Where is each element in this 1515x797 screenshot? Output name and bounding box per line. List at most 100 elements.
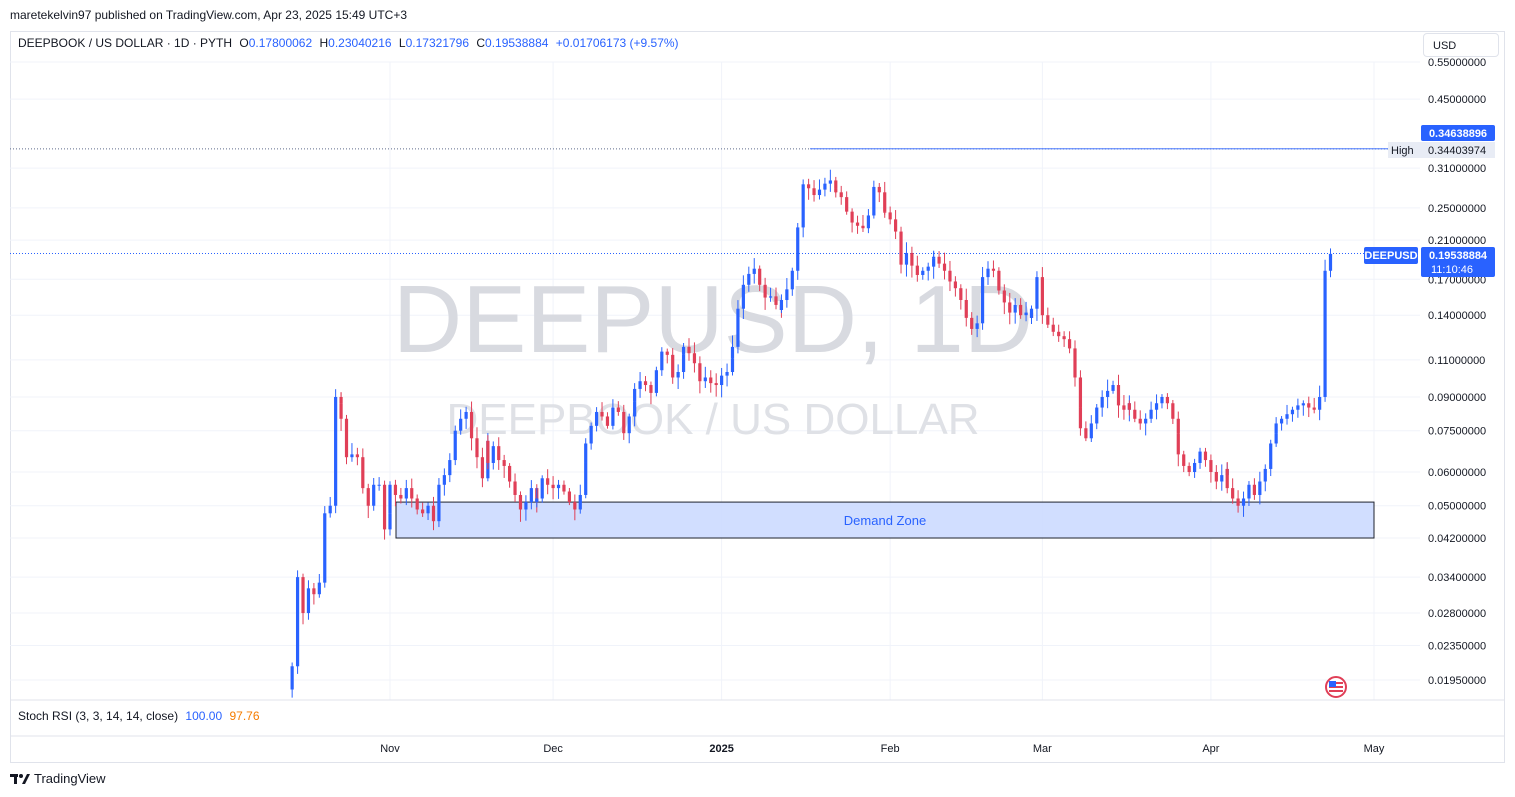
candle-body[interactable]	[861, 225, 865, 229]
candle-body[interactable]	[1002, 290, 1006, 303]
candle-body[interactable]	[720, 375, 724, 386]
candle-body[interactable]	[518, 494, 523, 510]
candle-body[interactable]	[290, 666, 294, 680]
candle-body[interactable]	[633, 388, 637, 402]
candle-body[interactable]	[872, 186, 876, 216]
candle-body[interactable]	[611, 407, 615, 426]
candle-body[interactable]	[654, 370, 658, 393]
candle-body[interactable]	[997, 270, 1001, 291]
candle-body[interactable]	[1198, 451, 1202, 463]
candle-body[interactable]	[1241, 498, 1246, 506]
candle-body[interactable]	[975, 323, 979, 329]
candle-body[interactable]	[763, 284, 767, 298]
candle-body[interactable]	[323, 513, 327, 583]
candle-body[interactable]	[948, 270, 952, 282]
candle-body[interactable]	[643, 381, 648, 386]
candle-body[interactable]	[807, 184, 811, 189]
candle-body[interactable]	[1040, 277, 1044, 316]
candle-body[interactable]	[1154, 403, 1159, 410]
candle-body[interactable]	[904, 252, 909, 265]
candle-body[interactable]	[970, 317, 974, 329]
candle-body[interactable]	[730, 346, 735, 359]
candle-body[interactable]	[546, 478, 550, 485]
candle-body[interactable]	[1116, 385, 1121, 406]
candle-body[interactable]	[1073, 348, 1077, 378]
candle-body[interactable]	[1095, 407, 1099, 424]
candle-body[interactable]	[513, 481, 517, 495]
candle-body[interactable]	[573, 502, 577, 510]
candle-body[interactable]	[453, 430, 457, 461]
candle-body[interactable]	[1019, 304, 1023, 316]
candle-body[interactable]	[1165, 396, 1170, 404]
candle-body[interactable]	[687, 346, 691, 354]
candle-body[interactable]	[366, 488, 370, 506]
candle-body[interactable]	[910, 252, 914, 266]
candle-body[interactable]	[980, 290, 985, 324]
candle-body[interactable]	[605, 416, 610, 426]
stoch-rsi-legend[interactable]: Stoch RSI (3, 3, 14, 14, close) 100.00 9…	[18, 709, 260, 723]
candle-body[interactable]	[328, 505, 332, 514]
candle-body[interactable]	[1296, 405, 1300, 410]
candle-body[interactable]	[1252, 484, 1256, 495]
candle-body[interactable]	[372, 484, 376, 506]
candle-body[interactable]	[736, 308, 740, 347]
candle-body[interactable]	[953, 281, 957, 289]
candle-body[interactable]	[1089, 423, 1093, 439]
candle-body[interactable]	[622, 411, 626, 434]
candle-body[interactable]	[480, 457, 485, 479]
candle-body[interactable]	[1171, 403, 1175, 419]
candle-body[interactable]	[676, 372, 680, 378]
candle-body[interactable]	[1192, 462, 1197, 473]
candle-body[interactable]	[295, 577, 300, 667]
candle-body[interactable]	[497, 446, 501, 461]
candle-body[interactable]	[964, 299, 968, 318]
candle-body[interactable]	[540, 478, 544, 499]
candle-body[interactable]	[399, 494, 403, 499]
candle-body[interactable]	[1290, 409, 1295, 415]
candle-body[interactable]	[361, 457, 365, 489]
candle-body[interactable]	[589, 425, 593, 444]
candle-body[interactable]	[1220, 475, 1224, 482]
candle-body[interactable]	[877, 186, 881, 193]
candle-body[interactable]	[698, 363, 702, 382]
candle-body[interactable]	[1078, 407, 1083, 429]
candle-body[interactable]	[1323, 270, 1327, 397]
candle-body[interactable]	[350, 454, 354, 458]
candle-body[interactable]	[785, 289, 789, 300]
candle-body[interactable]	[768, 296, 773, 298]
candle-body[interactable]	[524, 502, 528, 510]
candle-body[interactable]	[301, 577, 305, 614]
candle-body[interactable]	[790, 270, 794, 290]
candle-body[interactable]	[714, 383, 718, 386]
candle-body[interactable]	[855, 222, 860, 226]
candle-body[interactable]	[556, 484, 561, 489]
candle-body[interactable]	[774, 296, 778, 305]
candle-body[interactable]	[660, 351, 664, 371]
candle-body[interactable]	[1274, 423, 1278, 434]
candle-body[interactable]	[317, 582, 321, 595]
candle-body[interactable]	[883, 211, 887, 213]
candle-body[interactable]	[339, 403, 343, 419]
candle-body[interactable]	[1122, 405, 1126, 410]
candle-body[interactable]	[937, 256, 941, 264]
candle-body[interactable]	[334, 396, 338, 506]
candle-body[interactable]	[404, 488, 408, 499]
candle-body[interactable]	[616, 407, 620, 412]
candle-body[interactable]	[1100, 396, 1104, 408]
candle-body[interactable]	[1067, 339, 1072, 349]
candle-body[interactable]	[834, 188, 838, 193]
candle-body[interactable]	[535, 498, 539, 503]
candle-body[interactable]	[1013, 304, 1017, 313]
candle-body[interactable]	[584, 462, 588, 495]
candle-body[interactable]	[1133, 409, 1137, 419]
candle-body[interactable]	[828, 180, 832, 184]
candle-body[interactable]	[1035, 277, 1039, 309]
candle-body[interactable]	[845, 197, 849, 212]
candle-body[interactable]	[1046, 315, 1050, 325]
candle-body[interactable]	[758, 268, 762, 285]
candle-body[interactable]	[627, 416, 631, 434]
candle-body[interactable]	[312, 588, 316, 595]
candle-body[interactable]	[796, 227, 800, 271]
candle-body[interactable]	[725, 372, 729, 376]
candle-body[interactable]	[1029, 308, 1034, 318]
